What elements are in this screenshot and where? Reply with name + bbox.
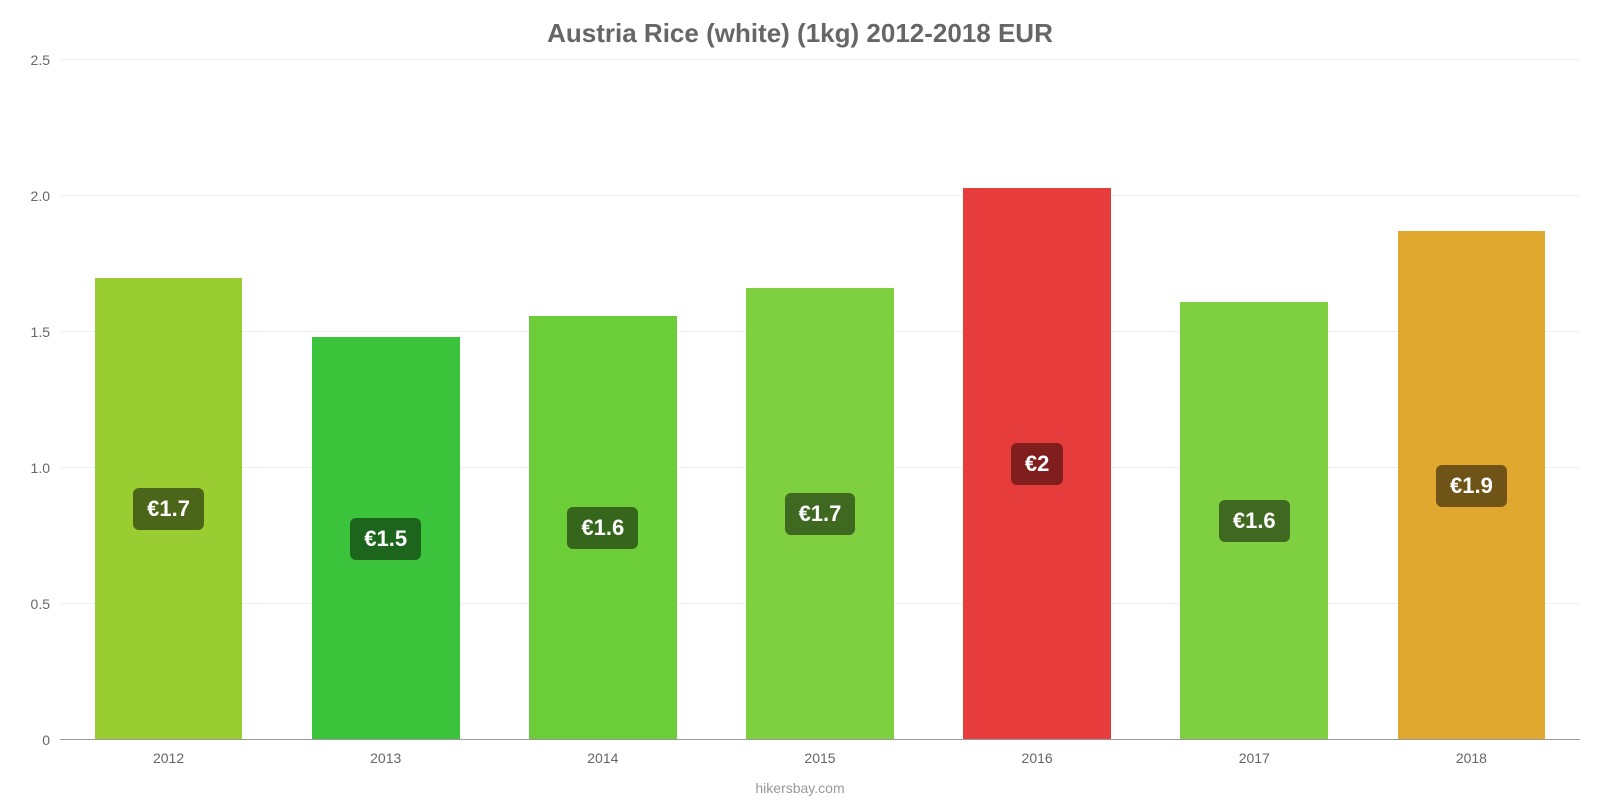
bar-value-label: €2: [1011, 443, 1063, 485]
x-tick-label: 2018: [1363, 740, 1580, 766]
plot-area: 0 0.5 1.0 1.5 2.0 2.5 €1.7€1.5€1.6€1.7€2…: [60, 60, 1580, 740]
y-tick-label: 1.5: [31, 324, 50, 340]
bar: €1.6: [1180, 302, 1328, 740]
y-tick-label: 0: [42, 732, 50, 748]
x-tick-label: 2014: [494, 740, 711, 766]
bar-slot: €1.6: [1146, 60, 1363, 740]
x-tick-label: 2015: [711, 740, 928, 766]
bar-slot: €2: [929, 60, 1146, 740]
x-tick-label: 2013: [277, 740, 494, 766]
bar: €2: [963, 188, 1111, 740]
bar-value-label: €1.5: [350, 518, 421, 560]
y-tick-label: 2.5: [31, 52, 50, 68]
bar: €1.7: [746, 288, 894, 740]
bar: €1.7: [95, 278, 243, 740]
bar-value-label: €1.7: [133, 488, 204, 530]
bar-slot: €1.7: [711, 60, 928, 740]
bar-value-label: €1.6: [567, 507, 638, 549]
bar-value-label: €1.7: [785, 493, 856, 535]
y-tick-label: 2.0: [31, 188, 50, 204]
attribution-text: hikersbay.com: [0, 780, 1600, 796]
bar: €1.5: [312, 337, 460, 740]
chart-title: Austria Rice (white) (1kg) 2012-2018 EUR: [0, 18, 1600, 49]
bar: €1.9: [1398, 231, 1546, 740]
bar-value-label: €1.9: [1436, 465, 1507, 507]
x-axis: 2012201320142015201620172018: [60, 740, 1580, 766]
x-tick-label: 2016: [929, 740, 1146, 766]
bar-slot: €1.6: [494, 60, 711, 740]
bar-value-label: €1.6: [1219, 500, 1290, 542]
bar-slot: €1.9: [1363, 60, 1580, 740]
x-tick-label: 2017: [1146, 740, 1363, 766]
bar-slot: €1.5: [277, 60, 494, 740]
bar-slot: €1.7: [60, 60, 277, 740]
x-tick-label: 2012: [60, 740, 277, 766]
y-tick-label: 1.0: [31, 460, 50, 476]
bar: €1.6: [529, 316, 677, 740]
bars-container: €1.7 €1.5 €1.6 €1.7 €2 €1.6 €1.9: [60, 60, 1580, 740]
y-tick-label: 0.5: [31, 596, 50, 612]
